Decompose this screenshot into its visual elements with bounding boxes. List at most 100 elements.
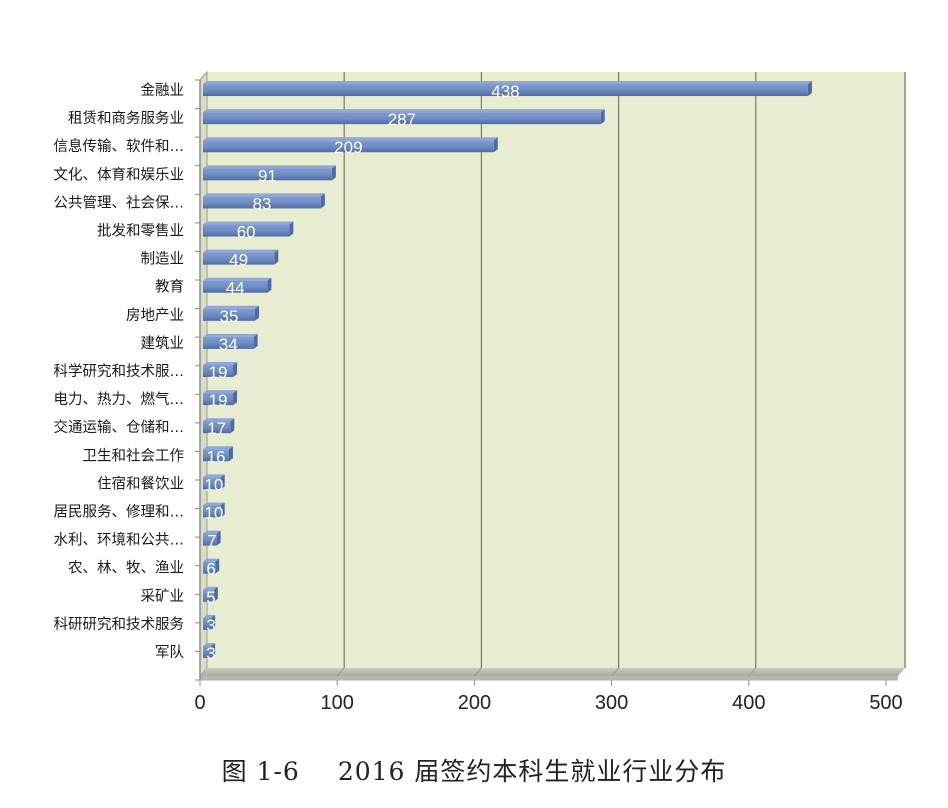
value-label: 91 <box>258 166 277 185</box>
value-label: 19 <box>209 391 228 410</box>
bar <box>203 645 212 658</box>
category-label: 文化、体育和娱乐业 <box>54 166 185 183</box>
figure-caption: 图 1-6 2016 届签约本科生就业行业分布 <box>0 752 948 788</box>
category-label: 教育 <box>155 279 184 296</box>
bar <box>203 280 268 293</box>
category-label: 卫生和社会工作 <box>83 447 185 464</box>
bar <box>203 252 275 265</box>
bar-group: 19 <box>203 390 238 410</box>
category-label: 住宿和餐饮业 <box>97 475 184 492</box>
value-label: 19 <box>209 363 228 382</box>
value-label: 10 <box>204 475 223 494</box>
category-label: 公共管理、社会保… <box>54 194 185 211</box>
bar-group: 438 <box>203 81 812 101</box>
value-label: 60 <box>237 223 256 242</box>
bar-group: 3 <box>203 614 216 635</box>
value-label: 209 <box>334 138 362 157</box>
value-label: 287 <box>388 110 416 129</box>
bar <box>203 561 216 574</box>
category-label: 电力、热力、燃气… <box>54 390 185 408</box>
category-label: 金融业 <box>141 82 185 99</box>
gridlines <box>336 72 757 677</box>
x-tick-label: 100 <box>321 692 354 714</box>
bar <box>203 477 221 490</box>
bar-group: 5 <box>203 586 218 607</box>
bar <box>203 449 229 462</box>
bar <box>203 84 808 97</box>
bar-group: 35 <box>203 305 260 326</box>
x-tick-label: 0 <box>194 692 205 714</box>
category-label: 交通运输、仓储和… <box>54 418 185 436</box>
bar-group: 16 <box>203 446 233 466</box>
bar-group: 83 <box>203 193 325 213</box>
x-tick-label: 300 <box>595 692 628 714</box>
category-label: 科学研究和技术服… <box>54 363 185 380</box>
plot-floor <box>200 668 905 676</box>
bar <box>203 365 234 377</box>
value-label: 16 <box>207 447 226 466</box>
bar-group: 3 <box>203 642 216 663</box>
bar <box>203 589 214 602</box>
value-label: 10 <box>204 503 223 522</box>
bar <box>203 505 221 518</box>
x-axis: 0 100 200 300 400 500 <box>194 679 903 714</box>
bar-group: 49 <box>203 249 279 270</box>
bar-group: 34 <box>203 333 258 354</box>
bar <box>203 533 217 546</box>
bar-group: 287 <box>203 109 605 129</box>
value-label: 34 <box>219 335 238 354</box>
value-label: 35 <box>220 307 239 326</box>
category-label: 房地产业 <box>126 307 184 324</box>
category-label: 建筑业 <box>141 335 185 352</box>
category-label: 租赁和商务服务业 <box>68 110 184 127</box>
value-label: 49 <box>229 251 248 270</box>
bar-group: 91 <box>203 165 336 185</box>
value-label: 7 <box>207 532 216 551</box>
category-label: 居民服务、修理和… <box>54 503 185 520</box>
value-label: 83 <box>252 194 271 213</box>
x-tick-label: 500 <box>869 692 902 714</box>
bar <box>203 168 332 181</box>
bar-group: 44 <box>203 277 272 298</box>
category-label: 制造业 <box>141 251 185 268</box>
category-label: 科研研究和技术服务 <box>54 616 185 633</box>
value-label: 44 <box>226 279 245 298</box>
value-label: 438 <box>491 82 519 101</box>
category-label: 信息传输、软件和… <box>54 138 185 155</box>
figure-number: 图 1-6 <box>221 757 300 786</box>
bar <box>203 308 256 321</box>
plot-area <box>207 72 905 668</box>
bar <box>203 421 231 434</box>
bar-group: 209 <box>203 137 498 157</box>
bar-group: 10 <box>203 474 225 494</box>
category-label: 批发和零售业 <box>97 223 184 240</box>
x-tick-label: 400 <box>732 692 765 714</box>
bar <box>203 224 290 237</box>
value-label: 3 <box>206 644 215 663</box>
bar <box>203 112 601 125</box>
bars: 438 287 209 91 83 60 49 44 35 34 19 19 17 16 10 10 7 6 5 3 3 <box>203 81 812 663</box>
category-label: 采矿业 <box>141 588 185 605</box>
value-label: 3 <box>206 616 215 635</box>
value-label: 5 <box>206 588 215 607</box>
bar-group: 7 <box>203 530 221 551</box>
bar-group: 10 <box>203 502 225 522</box>
bar <box>203 617 212 630</box>
x-tick-label: 200 <box>458 692 491 714</box>
value-label: 6 <box>206 560 215 579</box>
figure-title: 2016 届签约本科生就业行业分布 <box>337 757 727 786</box>
category-label: 水利、环境和公共… <box>54 531 185 549</box>
bar-group: 19 <box>203 362 238 382</box>
bar-group: 60 <box>203 221 294 242</box>
bar <box>203 393 234 406</box>
category-label: 军队 <box>155 644 184 661</box>
bar-group: 6 <box>203 558 220 579</box>
value-label: 17 <box>207 419 226 438</box>
bar <box>203 336 254 349</box>
category-label: 农、林、牧、渔业 <box>68 560 184 577</box>
bar-group: 17 <box>203 418 235 438</box>
bar <box>203 196 321 209</box>
bar <box>203 140 494 153</box>
